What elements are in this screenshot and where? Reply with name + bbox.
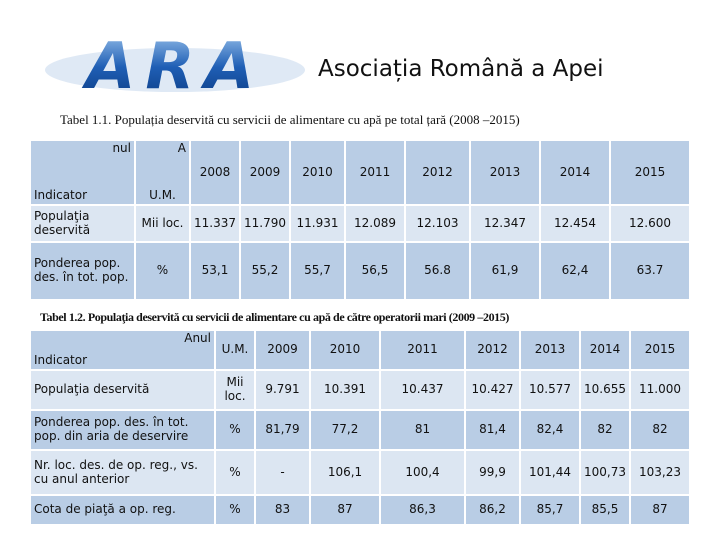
cell-line: A (177, 141, 186, 155)
header-cell: 2012 (465, 330, 520, 370)
table-cell: 11.000 (630, 370, 690, 410)
table-cell: 11.931 (290, 205, 345, 242)
cell-line: Indicator (34, 353, 88, 368)
table-cell: 87 (630, 495, 690, 525)
header-cell: 2014 (580, 330, 630, 370)
header-cell: 2014 (540, 140, 610, 205)
logo-swoosh (45, 48, 305, 92)
header-cell: 2011 (345, 140, 405, 205)
table-cell: 101,44 (520, 450, 580, 495)
table-cell: - (255, 450, 310, 495)
cell-line: nul (112, 141, 131, 155)
table-cell: Nr. loc. des. de op. reg., vs. cu anul a… (30, 450, 215, 495)
header-cell: 2015 (610, 140, 690, 205)
table-cell: 83 (255, 495, 310, 525)
cell-line: Indicator (34, 188, 88, 203)
table-cell: 63.7 (610, 242, 690, 300)
table-cell: Ponderea pop. des. în tot. pop. (30, 242, 135, 300)
table-cell: Mii loc. (135, 205, 190, 242)
header-cell: 2008 (190, 140, 240, 205)
table-cell: 82 (630, 410, 690, 450)
header-cell: 2010 (290, 140, 345, 205)
table-cell: 53,1 (190, 242, 240, 300)
table-cell: 10.391 (310, 370, 380, 410)
table-cell: Cota de piaţă a op. reg. (30, 495, 215, 525)
cell-line: U.M. (149, 188, 176, 203)
table-cell: 82,4 (520, 410, 580, 450)
table-cell: 86,3 (380, 495, 465, 525)
table-cell: 56.8 (405, 242, 470, 300)
logo: ARA (45, 30, 305, 104)
table-caption: Tabel 1.2. Populaţia deservită cu servic… (40, 310, 509, 324)
table-cell: 55,2 (240, 242, 290, 300)
table-cell: Populaţia deservită (30, 205, 135, 242)
table-cell: 81 (380, 410, 465, 450)
table-cell: Ponderea pop. des. în tot. pop. din aria… (30, 410, 215, 450)
header-cell: U.M. (215, 330, 255, 370)
page-title: Asociația Română a Apei (318, 56, 604, 82)
logo-text: ARA (81, 30, 264, 104)
table-cell: 11.337 (190, 205, 240, 242)
table-cell: % (135, 242, 190, 300)
table-cell: 10.427 (465, 370, 520, 410)
table-cell: 99,9 (465, 450, 520, 495)
table-cell: Mii loc. (215, 370, 255, 410)
table-cell: 85,7 (520, 495, 580, 525)
table-cell: 10.655 (580, 370, 630, 410)
table-cell: 100,4 (380, 450, 465, 495)
table-cell: 12.103 (405, 205, 470, 242)
header-cell: nul Indicator (30, 140, 135, 205)
table-cell: % (215, 450, 255, 495)
table-cell: 12.600 (610, 205, 690, 242)
table-cell: 56,5 (345, 242, 405, 300)
table-caption: Tabel 1.1. Populația deservită cu servic… (60, 112, 520, 127)
table-cell: 12.454 (540, 205, 610, 242)
table-cell: 77,2 (310, 410, 380, 450)
header-cell: 2010 (310, 330, 380, 370)
header-cell: Anul Indicator (30, 330, 215, 370)
header-cell: 2015 (630, 330, 690, 370)
table-cell: Populaţia deservită (30, 370, 215, 410)
header-cell: 2009 (240, 140, 290, 205)
table-cell: 87 (310, 495, 380, 525)
table-cell: % (215, 410, 255, 450)
table-cell: 82 (580, 410, 630, 450)
header-cell: 2013 (520, 330, 580, 370)
table-cell: 100,73 (580, 450, 630, 495)
table-cell: 62,4 (540, 242, 610, 300)
header-cell: A U.M. (135, 140, 190, 205)
table-cell: 106,1 (310, 450, 380, 495)
header-cell: 2009 (255, 330, 310, 370)
table-cell: 12.089 (345, 205, 405, 242)
table-cell: 85,5 (580, 495, 630, 525)
header-cell: 2011 (380, 330, 465, 370)
table-cell: 9.791 (255, 370, 310, 410)
table-cell: 61,9 (470, 242, 540, 300)
cell-line: Anul (184, 331, 211, 345)
table-cell: % (215, 495, 255, 525)
table-cell: 12.347 (470, 205, 540, 242)
header-cell: 2013 (470, 140, 540, 205)
table-cell: 103,23 (630, 450, 690, 495)
table-cell: 10.437 (380, 370, 465, 410)
table-cell: 55,7 (290, 242, 345, 300)
table-cell: 81,79 (255, 410, 310, 450)
table-cell: 11.790 (240, 205, 290, 242)
table-cell: 10.577 (520, 370, 580, 410)
header-cell: 2012 (405, 140, 470, 205)
table-cell: 86,2 (465, 495, 520, 525)
table-cell: 81,4 (465, 410, 520, 450)
